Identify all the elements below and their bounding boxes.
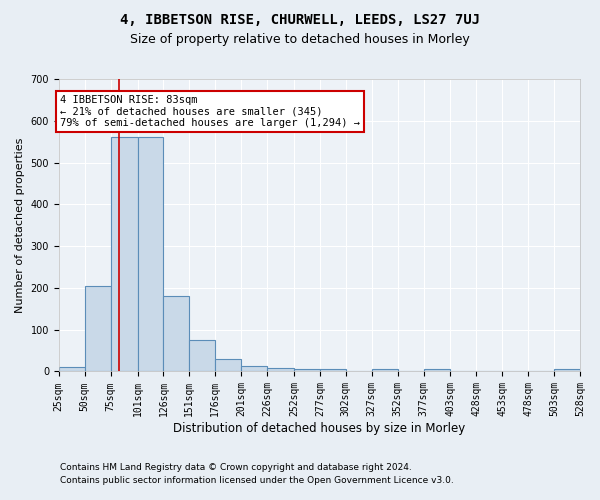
Text: Size of property relative to detached houses in Morley: Size of property relative to detached ho… [130,32,470,46]
Bar [372,370,398,372]
Text: Contains public sector information licensed under the Open Government Licence v3: Contains public sector information licen… [60,476,454,485]
Bar [320,370,346,372]
Bar [137,138,163,372]
Bar [424,370,451,372]
Bar [215,359,241,372]
Bar [163,296,190,372]
Bar [190,340,215,372]
Bar [294,370,320,372]
Bar [241,366,267,372]
Bar [110,138,137,372]
X-axis label: Distribution of detached houses by size in Morley: Distribution of detached houses by size … [173,422,466,435]
Bar [554,370,580,372]
Bar [59,368,85,372]
Y-axis label: Number of detached properties: Number of detached properties [15,138,25,313]
Bar [85,286,110,372]
Text: 4 IBBETSON RISE: 83sqm
← 21% of detached houses are smaller (345)
79% of semi-de: 4 IBBETSON RISE: 83sqm ← 21% of detached… [60,95,360,128]
Text: Contains HM Land Registry data © Crown copyright and database right 2024.: Contains HM Land Registry data © Crown c… [60,464,412,472]
Text: 4, IBBETSON RISE, CHURWELL, LEEDS, LS27 7UJ: 4, IBBETSON RISE, CHURWELL, LEEDS, LS27 … [120,12,480,26]
Bar [267,368,294,372]
